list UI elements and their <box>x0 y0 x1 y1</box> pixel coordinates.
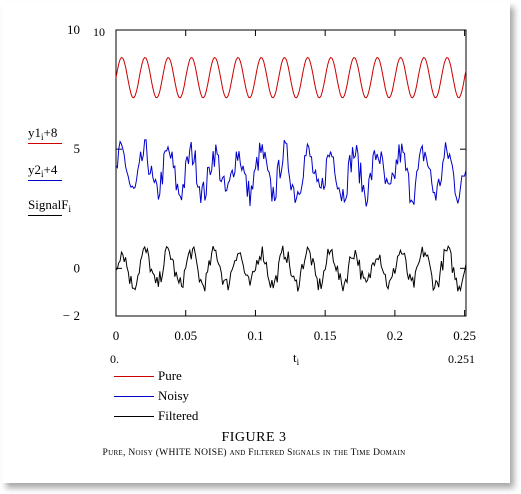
x-range-right-label: 0.251 <box>448 352 475 366</box>
legend-label: Pure <box>158 368 182 383</box>
figure-title: FIGURE 3 <box>221 430 287 445</box>
series-line-filtered <box>115 245 467 293</box>
figure-subtitle: Pure, Noisy (WHITE NOISE) and Filtered S… <box>102 448 406 458</box>
x-range-left-label: 0. <box>110 352 119 366</box>
x-axis-label: ti <box>293 350 300 367</box>
trace-label: SignalFi <box>28 197 71 214</box>
trace-label: y2i+4 <box>28 162 58 179</box>
y-tick-label: 5 <box>74 141 81 156</box>
y-tick-label: 0 <box>74 260 81 275</box>
series-line-noisy <box>115 139 467 207</box>
y-tick-label: − 2 <box>63 308 80 323</box>
chart-tick-labels: − 2 0 5 10 10 0 0.05 0.1 0.15 0.2 0.25 <box>63 22 476 343</box>
legend-swatch <box>114 396 154 397</box>
trace-label-line <box>28 143 62 144</box>
chart-axes <box>115 29 467 317</box>
y-tick-label: 10 <box>67 22 80 37</box>
legend-label: Noisy <box>158 388 190 403</box>
plot-box <box>115 29 467 317</box>
figure-caption: FIGURE 3 Pure, Noisy (WHITE NOISE) and F… <box>0 430 508 458</box>
x-tick-label: 0.2 <box>387 328 403 343</box>
y-range-top-label: 10 <box>93 25 105 39</box>
series-line-pure <box>115 56 467 99</box>
chart-series <box>115 56 467 293</box>
trace-label: y1i+8 <box>28 125 58 142</box>
x-tick-label: 0 <box>113 328 120 343</box>
x-tick-label: 0.15 <box>314 328 337 343</box>
x-tick-label: 0.1 <box>247 328 263 343</box>
legend-swatch <box>114 376 154 377</box>
x-tick-label: 0.05 <box>174 328 197 343</box>
legend-label: Filtered <box>158 408 199 423</box>
trace-label-line <box>28 215 62 216</box>
figure-frame <box>2 2 510 483</box>
trace-label-line <box>28 180 62 181</box>
x-tick-label: 0.25 <box>453 328 476 343</box>
legend-swatch <box>114 416 154 417</box>
